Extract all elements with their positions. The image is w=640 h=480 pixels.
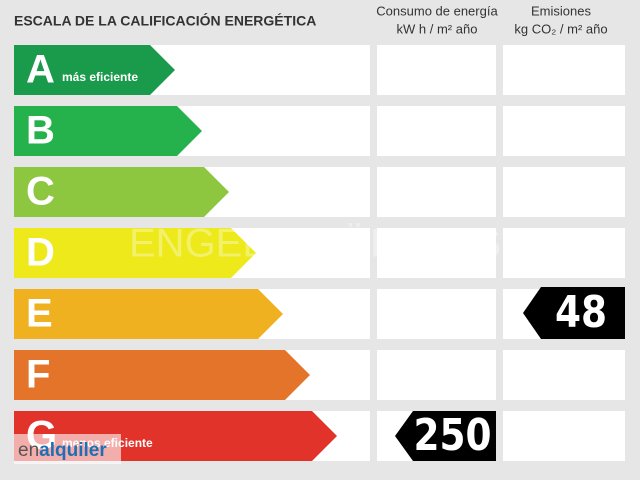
rating-arrow [14, 167, 229, 217]
rating-arrow [14, 350, 310, 400]
column-unit: kg CO₂ / m² año [514, 21, 607, 36]
emisiones-cell [503, 228, 625, 278]
rating-value: 250 [413, 409, 491, 461]
column-title: Consumo de energía [376, 3, 498, 18]
rating-indicator [523, 287, 625, 339]
emisiones-cell [503, 167, 625, 217]
consumo-cell [377, 350, 496, 400]
consumo-cell [377, 167, 496, 217]
emisiones-cell [503, 411, 625, 461]
rating-letter: C [26, 170, 55, 214]
consumo-cell [377, 228, 496, 278]
rating-letter: D [26, 231, 55, 275]
emisiones-cell [503, 350, 625, 400]
rating-letter: F [26, 353, 50, 397]
logo-name: alquiler [39, 440, 107, 461]
logo-background [14, 434, 121, 464]
rating-value: 48 [555, 286, 607, 338]
consumo-cell [377, 106, 496, 156]
consumo-cell [377, 289, 496, 339]
logo: enalquiler [14, 434, 121, 464]
logo-prefix: en [18, 440, 39, 461]
rating-arrow [14, 289, 283, 339]
column-unit: kW h / m² año [397, 21, 478, 36]
rating-label: más eficiente [62, 70, 138, 84]
rating-arrow [14, 228, 256, 278]
rating-letter: A [26, 48, 55, 92]
rating-letter: B [26, 109, 55, 153]
rating-letter: E [26, 292, 53, 336]
column-title: Emisiones [531, 3, 591, 18]
consumo-cell [377, 45, 496, 95]
rating-indicator [395, 411, 496, 461]
emisiones-cell [503, 45, 625, 95]
logo-text: enalquiler [18, 440, 107, 461]
rating-arrow [14, 45, 175, 95]
watermark: ENGEL & VÖLKERS [129, 222, 501, 266]
emisiones-cell [503, 106, 625, 156]
rating-arrow [14, 106, 202, 156]
title: ESCALA DE LA CALIFICACIÓN ENERGÉTICA [14, 12, 316, 29]
